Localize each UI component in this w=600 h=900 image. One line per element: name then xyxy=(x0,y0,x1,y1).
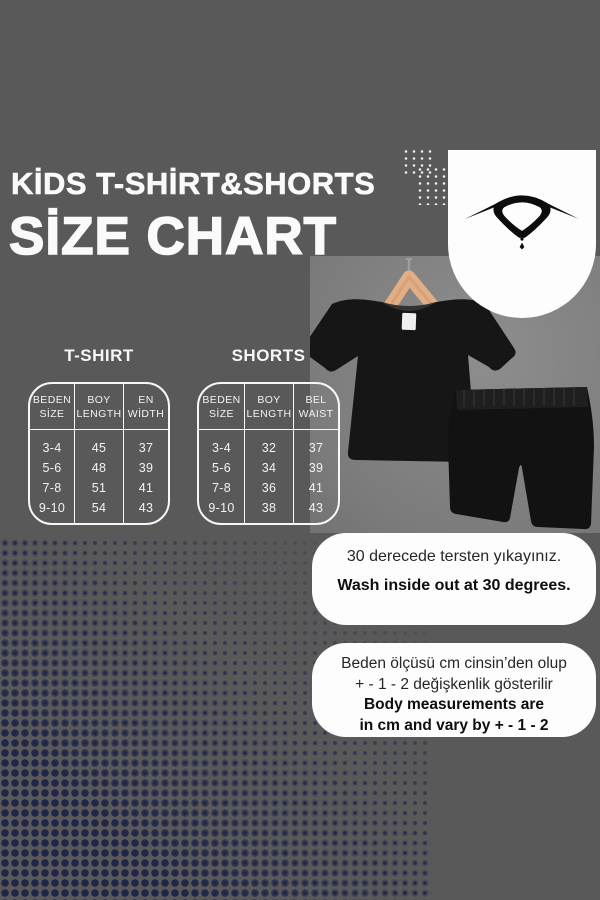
table-cell: 39 xyxy=(138,461,154,475)
tshirt-table-label: T-SHIRT xyxy=(64,346,134,365)
tshirt-col-length: BOY LENGTH 45 48 51 54 xyxy=(74,384,124,523)
table-cell: 5-6 xyxy=(212,461,231,475)
neck-label xyxy=(401,312,417,331)
table-cell: 37 xyxy=(308,441,324,455)
table-cell: 41 xyxy=(138,481,154,495)
measurement-note-panel: Beden ölçüsü cm cinsin’den olup + - 1 - … xyxy=(312,643,596,737)
measure-note-turkish-2: + - 1 - 2 değişkenlik gösterilir xyxy=(355,675,553,693)
table-cell: 48 xyxy=(91,461,107,475)
page-title-line1: KİDS T-SHİRT&SHORTS xyxy=(11,166,376,202)
table-cell: 45 xyxy=(91,441,107,455)
product-photo xyxy=(310,256,600,533)
decor-dot-grid-2 xyxy=(416,166,448,205)
table-cell: 34 xyxy=(261,461,277,475)
measure-note-english-1: Body measurements are xyxy=(363,696,545,713)
column-header: BEDEN SİZE xyxy=(30,384,74,430)
column-header: BOY LENGTH xyxy=(245,384,293,430)
shorts-size-table: BEDEN SİZE 3-4 5-6 7-8 9-10 BOY LENGTH 3… xyxy=(197,382,340,525)
tshirt-col-size: BEDEN SİZE 3-4 5-6 7-8 9-10 xyxy=(30,384,74,523)
wash-note-turkish: 30 derecede tersten yıkayınız. xyxy=(346,548,562,565)
table-cell: 41 xyxy=(308,481,324,495)
table-cell: 43 xyxy=(138,501,154,515)
column-header: BEDEN SİZE xyxy=(199,384,244,430)
table-cell: 39 xyxy=(308,461,324,475)
collar-badge xyxy=(448,150,596,318)
shirt-collar-icon xyxy=(464,195,580,250)
tshirt-collar xyxy=(382,302,436,311)
shorts-waistband xyxy=(456,387,588,410)
shorts-shape xyxy=(448,387,594,530)
wash-note-panel: 30 derecede tersten yıkayınız. Wash insi… xyxy=(312,533,596,625)
table-cell: 7-8 xyxy=(212,481,231,495)
measure-note-english-2: in cm and vary by + - 1 - 2 xyxy=(359,716,549,734)
column-header: EN WİDTH xyxy=(124,384,168,430)
clothing-illustration xyxy=(310,258,594,530)
table-cell: 5-6 xyxy=(42,461,62,475)
table-cell: 37 xyxy=(138,441,154,455)
table-cell: 3-4 xyxy=(42,441,62,455)
table-cell: 43 xyxy=(308,501,324,515)
wash-note-english: Wash inside out at 30 degrees. xyxy=(337,577,571,594)
table-cell: 38 xyxy=(261,501,277,515)
table-cell: 36 xyxy=(261,481,277,495)
table-cell: 32 xyxy=(261,441,277,455)
table-cell: 9-10 xyxy=(208,501,235,515)
table-cell: 7-8 xyxy=(42,481,62,495)
column-header: BOY LENGTH xyxy=(75,384,123,430)
page-title-line2: SİZE CHART xyxy=(8,206,337,267)
shorts-col-waist: BEL WAIST 37 39 41 43 xyxy=(294,384,338,523)
measure-note-turkish-1: Beden ölçüsü cm cinsin’den olup xyxy=(341,655,567,672)
table-cell: 51 xyxy=(91,481,107,495)
tshirt-size-table: BEDEN SİZE 3-4 5-6 7-8 9-10 BOY LENGTH 4… xyxy=(28,382,170,525)
table-cell: 54 xyxy=(91,501,107,515)
column-header: BEL WAIST xyxy=(294,384,338,430)
table-cell: 9-10 xyxy=(38,501,66,515)
shorts-col-length: BOY LENGTH 32 34 36 38 xyxy=(244,384,294,523)
shorts-col-size: BEDEN SİZE 3-4 5-6 7-8 9-10 xyxy=(199,384,244,523)
tshirt-col-width: EN WİDTH 37 39 41 43 xyxy=(124,384,168,523)
shorts-table-label: SHORTS xyxy=(231,346,306,365)
table-cell: 3-4 xyxy=(212,441,231,455)
